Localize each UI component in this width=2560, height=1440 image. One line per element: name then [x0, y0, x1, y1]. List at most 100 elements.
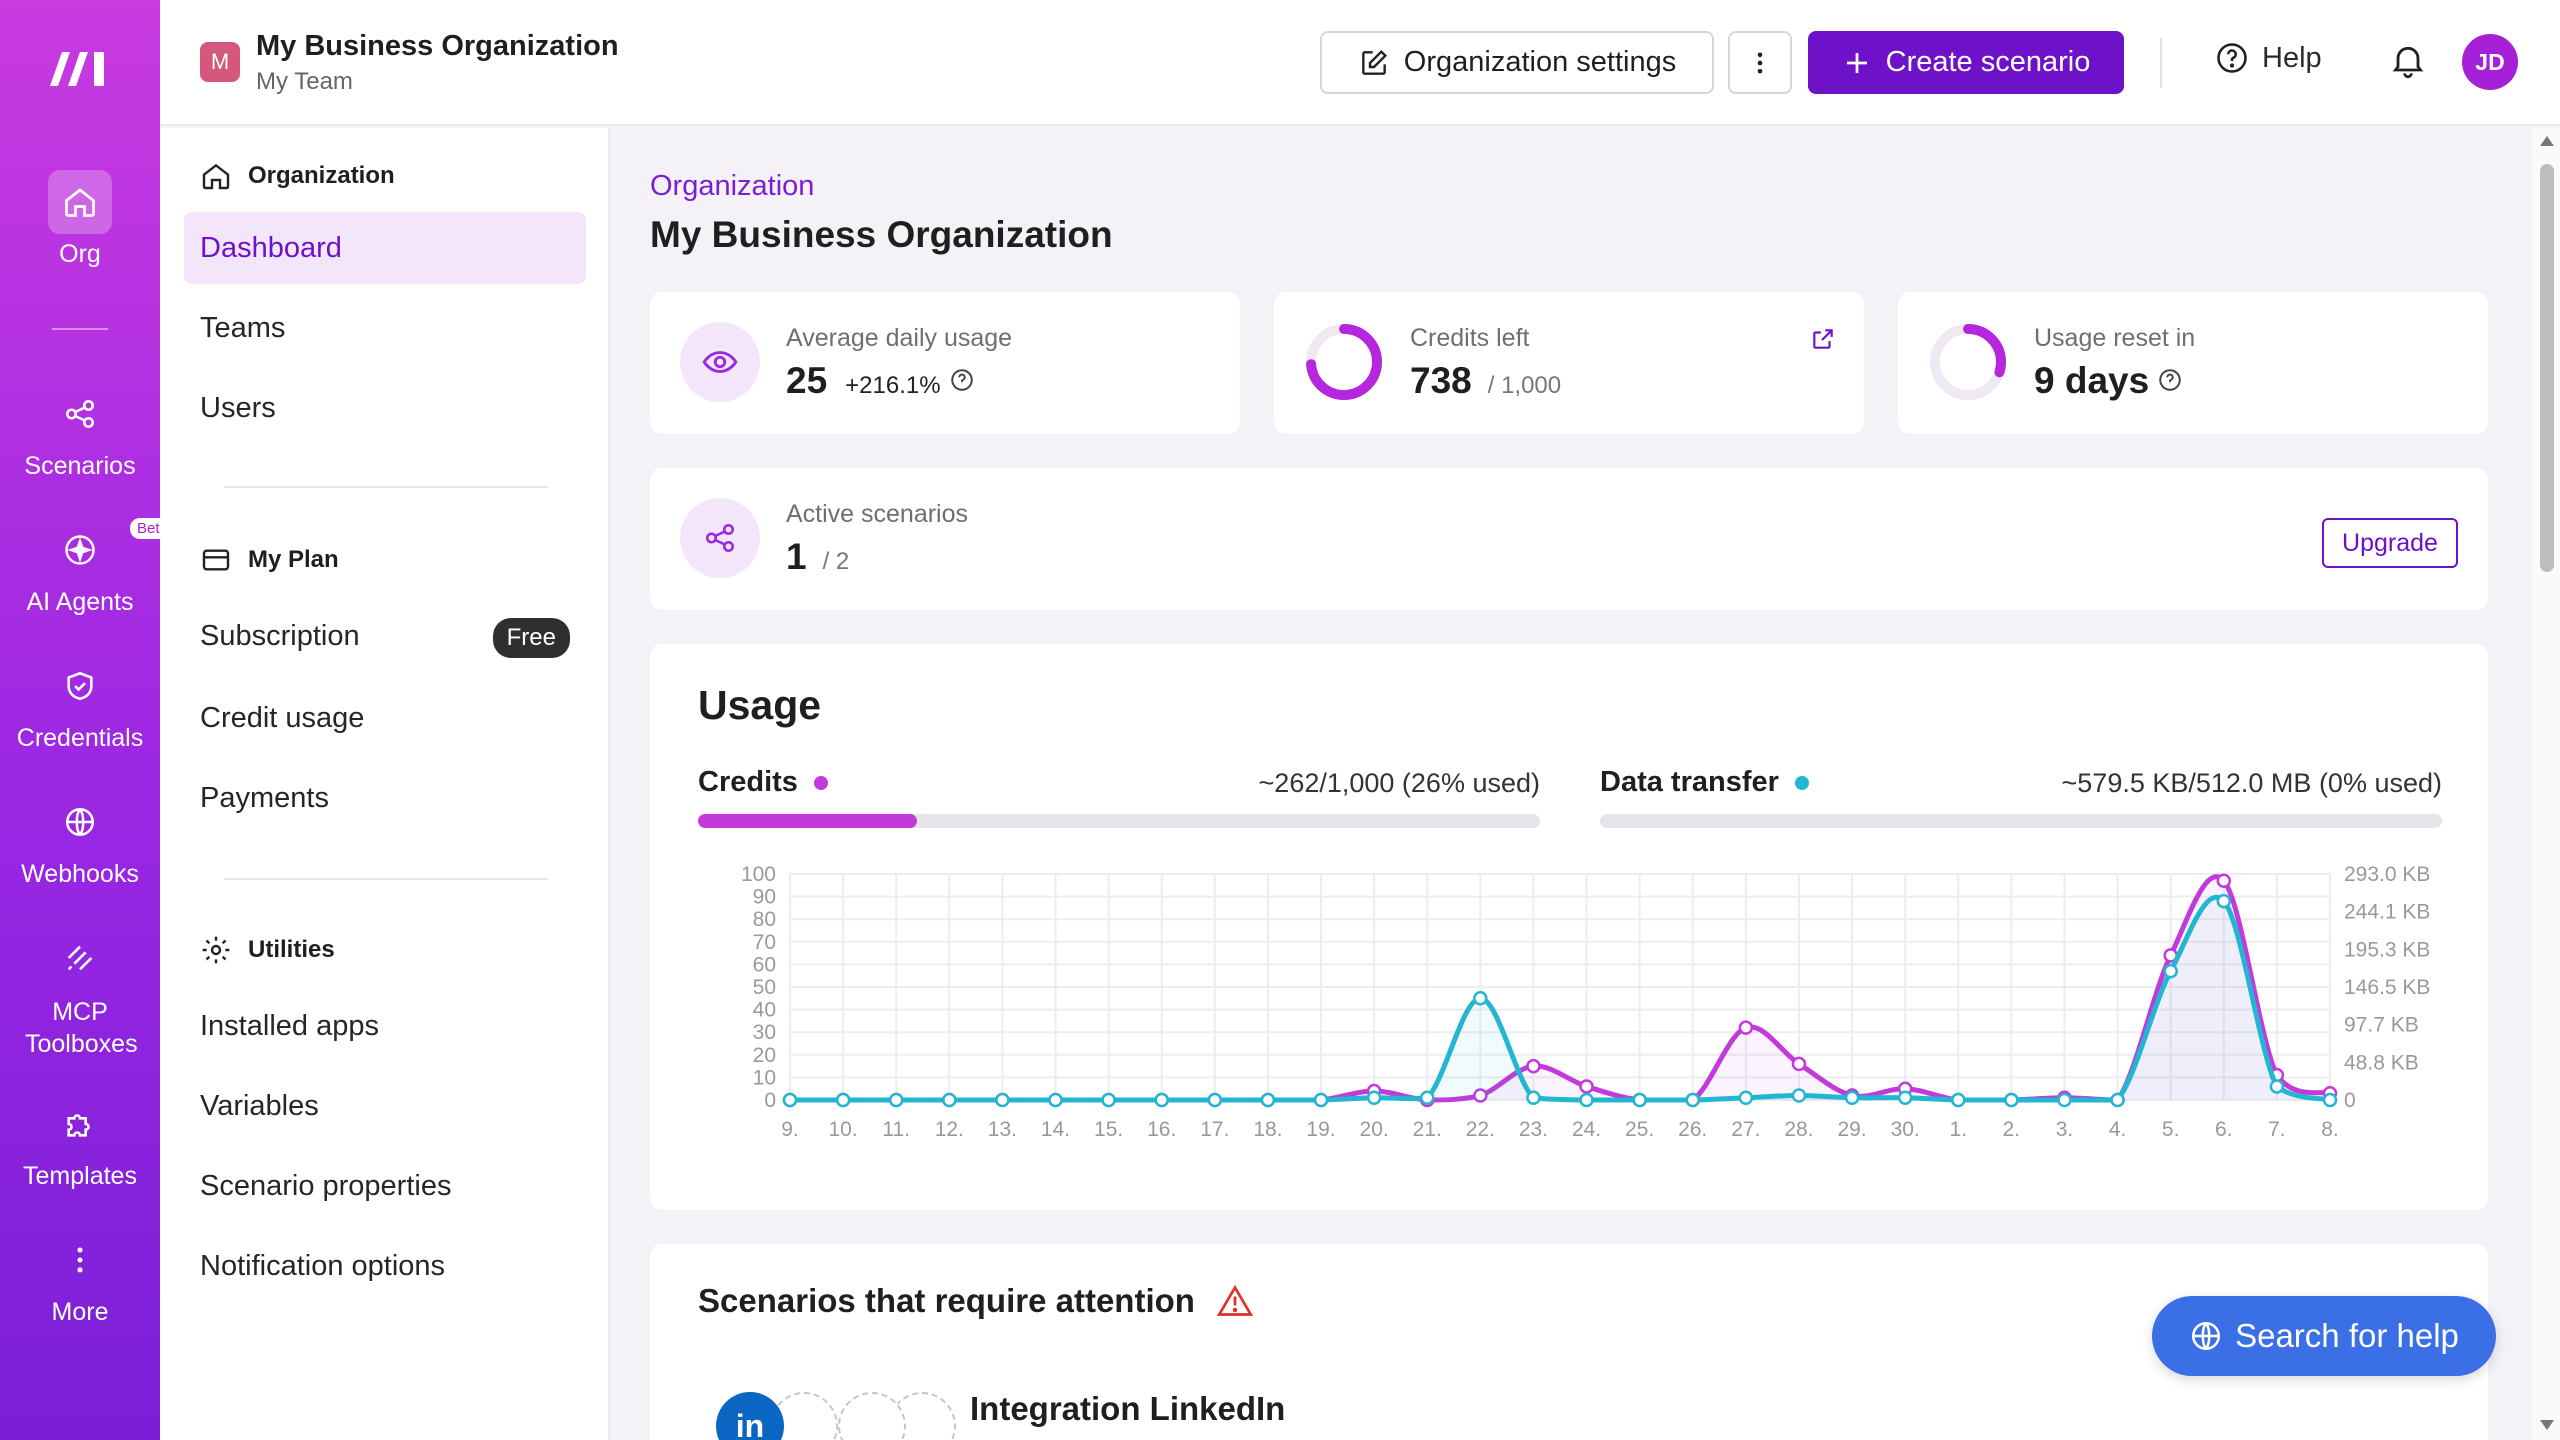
x-tick-label: 25. — [1625, 1118, 1654, 1141]
main-scrollbar[interactable] — [2532, 128, 2560, 1440]
rail-item-credentials[interactable]: Credentials — [0, 654, 160, 753]
rail-item-webhooks[interactable]: Webhooks — [0, 790, 160, 889]
active-scenarios-total: / 2 — [822, 548, 850, 575]
credits-legend-dot — [813, 775, 828, 790]
y2-tick-label: 0 — [2344, 1089, 2356, 1112]
y-tick-label: 20 — [753, 1044, 776, 1067]
rail-label: Webhooks — [21, 860, 139, 888]
data-point — [1366, 1090, 1382, 1105]
rail-label: AI Agents — [26, 588, 134, 616]
data-point — [1844, 1090, 1860, 1105]
scroll-thumb[interactable] — [2540, 164, 2554, 572]
scroll-up-arrow-icon[interactable] — [2540, 136, 2554, 146]
x-tick-label: 27. — [1731, 1118, 1760, 1141]
x-tick-label: 19. — [1306, 1118, 1335, 1141]
sidebar-item-label: Dashboard — [200, 231, 342, 264]
org-avatar[interactable]: M — [200, 42, 240, 82]
search-for-help-button[interactable]: Search for help — [2152, 1296, 2496, 1376]
series-line — [789, 894, 2331, 1103]
sidebar-item-dashboard[interactable]: Dashboard — [184, 212, 586, 284]
x-tick-label: 22. — [1466, 1118, 1495, 1141]
breadcrumb[interactable]: Organization — [650, 170, 815, 202]
series-area — [790, 876, 2330, 1100]
x-tick-label: 6. — [2215, 1118, 2233, 1141]
page-title: My Business Organization — [650, 214, 1113, 255]
sidebar-divider — [224, 486, 548, 488]
plus-icon — [1846, 52, 1867, 73]
credits-total: / 1,000 — [1487, 372, 1562, 399]
data-point — [2269, 1079, 2285, 1094]
notifications-bell-icon[interactable] — [2388, 40, 2428, 80]
rail-item-scenarios[interactable]: Scenarios — [0, 382, 160, 481]
data-point — [1897, 1090, 1913, 1105]
data-point — [1579, 1079, 1594, 1094]
data-point — [995, 1092, 1010, 1108]
section-title: Organization — [248, 162, 395, 189]
sidebar-item-teams[interactable]: Teams — [184, 292, 586, 364]
sidebar-item-installed-apps[interactable]: Installed apps — [184, 990, 586, 1062]
sidebar-item-variables[interactable]: Variables — [184, 1070, 586, 1142]
scroll-down-arrow-icon[interactable] — [2540, 1420, 2554, 1430]
puzzle-icon — [48, 1092, 112, 1156]
section-my-plan: My Plan — [200, 544, 339, 576]
more-options-button[interactable] — [1728, 31, 1792, 94]
section-title: My Plan — [248, 546, 339, 573]
data-point — [1738, 1090, 1754, 1105]
x-tick-label: 3. — [2056, 1118, 2074, 1141]
user-avatar[interactable]: JD — [2462, 34, 2518, 90]
info-icon[interactable] — [949, 367, 975, 393]
data-transfer-meter-track — [1600, 814, 2442, 828]
data-point — [1632, 1092, 1647, 1108]
info-icon[interactable] — [2157, 367, 2183, 393]
sidebar-item-users[interactable]: Users — [184, 372, 586, 444]
y2-tick-label: 146.5 KB — [2344, 976, 2430, 999]
data-point — [782, 1092, 798, 1108]
organization-settings-button[interactable]: Organization settings — [1320, 31, 1714, 94]
data-point — [1579, 1092, 1594, 1108]
y-tick-label: 40 — [753, 999, 776, 1022]
integration-name[interactable]: Integration LinkedIn — [970, 1390, 1286, 1427]
sidebar-item-scenario-properties[interactable]: Scenario properties — [184, 1150, 586, 1222]
credits-label: Credits — [698, 766, 798, 798]
org-name[interactable]: My Business Organization — [256, 30, 619, 62]
x-tick-label: 12. — [935, 1118, 964, 1141]
plan-badge: Free — [492, 618, 570, 658]
sidebar-item-label: Credit usage — [200, 701, 365, 734]
y2-tick-label: 195.3 KB — [2344, 938, 2430, 961]
rail-item-org[interactable]: Org — [0, 170, 160, 269]
rail-item-more[interactable]: More — [0, 1228, 160, 1327]
sidebar-item-label: Scenario properties — [200, 1169, 452, 1202]
stat-value: 738 / 1,000 — [1410, 360, 1561, 402]
data-point — [1154, 1092, 1169, 1108]
sidebar-item-subscription[interactable]: Subscription Free — [184, 600, 586, 672]
rail-item-mcp-toolboxes[interactable]: MCP Toolboxes — [0, 926, 160, 1060]
data-point — [888, 1092, 904, 1108]
mcp-icon — [48, 926, 112, 990]
rail-item-templates[interactable]: Templates — [0, 1092, 160, 1191]
usage-card: Usage Credits ~262/1,000 (26% used) Data… — [650, 644, 2488, 1210]
credits-left-value: 738 — [1410, 360, 1472, 401]
external-link-icon[interactable] — [1810, 326, 1836, 352]
rail-item-ai-agents[interactable]: Beta AI Agents — [0, 518, 175, 617]
data-point — [1473, 1088, 1488, 1103]
x-tick-label: 5. — [2162, 1118, 2180, 1141]
rail-label: More — [51, 1298, 109, 1326]
create-scenario-button[interactable]: Create scenario — [1808, 31, 2124, 94]
sidebar-item-notification-options[interactable]: Notification options — [184, 1230, 586, 1302]
y2-tick-label: 244.1 KB — [2344, 901, 2430, 924]
credits-left-card: Credits left 738 / 1,000 — [1274, 292, 1864, 434]
data-point — [942, 1092, 957, 1108]
create-scenario-label: Create scenario — [1885, 46, 2091, 78]
upgrade-button[interactable]: Upgrade — [2322, 518, 2458, 568]
sidebar-item-credit-usage[interactable]: Credit usage — [184, 682, 586, 754]
series-area — [790, 897, 2330, 1100]
credits-left-donut — [1304, 322, 1384, 402]
x-tick-label: 15. — [1094, 1118, 1123, 1141]
sidebar-item-payments[interactable]: Payments — [184, 762, 586, 834]
help-button[interactable]: Help — [2214, 40, 2322, 76]
section-title: Utilities — [248, 936, 335, 963]
x-tick-label: 23. — [1519, 1118, 1548, 1141]
make-logo-icon[interactable] — [48, 44, 112, 88]
data-transfer-meter-value: ~579.5 KB/512.0 MB (0% used) — [2061, 768, 2442, 798]
